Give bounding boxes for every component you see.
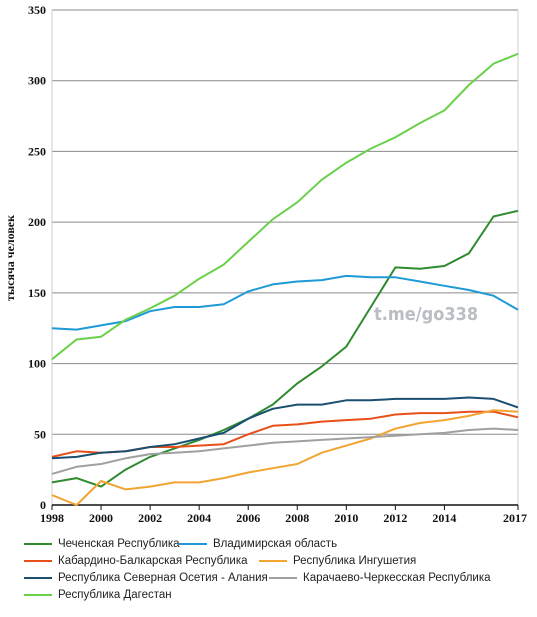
y-tick-label: 150 — [28, 286, 46, 300]
series-lines — [51, 52, 519, 506]
series-5 — [51, 427, 519, 475]
legend-swatch — [259, 560, 287, 562]
legend-swatch — [24, 560, 52, 562]
series-line — [51, 52, 519, 361]
y-tick-label: 300 — [28, 74, 46, 88]
legend-item: Республика Северная Осетия - Алания — [24, 572, 268, 584]
legend-swatch — [269, 577, 297, 579]
series-4 — [51, 396, 519, 460]
y-tick-label: 50 — [34, 427, 46, 441]
x-tick-label: 2012 — [383, 511, 407, 525]
axes — [51, 10, 519, 510]
legend-label: Республика Дагестан — [58, 589, 172, 601]
x-tick-label: 2004 — [187, 511, 211, 525]
y-tick-labels: 0 50 100 150 200 250 300 350 — [28, 3, 46, 512]
legend-swatch — [24, 594, 52, 596]
series-line — [51, 409, 519, 506]
legend-label: Карачаево-Черкесская Республика — [303, 572, 491, 584]
legend-swatch — [179, 543, 207, 545]
x-tick-label: 2008 — [285, 511, 309, 525]
legend-item: Карачаево-Черкесская Республика — [269, 572, 491, 584]
legend-item: Республика Дагестан — [24, 589, 172, 601]
legend-label: Республика Северная Осетия - Алания — [58, 572, 268, 584]
y-tick-label: 250 — [28, 144, 46, 158]
x-tick-label: 2002 — [138, 511, 162, 525]
x-tick-label: 1998 — [40, 511, 64, 525]
series-line — [51, 396, 519, 460]
series-6 — [51, 52, 519, 361]
x-tick-label: 2000 — [89, 511, 113, 525]
series-3 — [51, 409, 519, 506]
y-tick-label: 100 — [28, 357, 46, 371]
legend-swatch — [24, 577, 52, 579]
x-tick-labels: 1998 2000 2002 2004 2006 2008 2010 2012 2014 2017 — [40, 511, 527, 525]
line-chart: 0 50 100 150 200 250 300 350 1998 2000 2002 2004 20… — [3, 3, 527, 525]
x-tick-label: 2017 — [503, 511, 527, 525]
legend-item: Владимирская область — [179, 538, 337, 550]
series-line — [51, 427, 519, 475]
x-tick-label: 2010 — [334, 511, 358, 525]
x-tick-label: 2006 — [236, 511, 260, 525]
legend-label: Кабардино-Балкарская Республика — [58, 555, 248, 567]
legend-swatch — [24, 543, 52, 545]
legend-label: Владимирская область — [213, 538, 338, 550]
legend-item: Чеченская Республика — [24, 538, 180, 550]
legend-label: Республика Ингушетия — [293, 555, 417, 567]
legend-item: Республика Ингушетия — [259, 555, 416, 567]
y-tick-label: 0 — [40, 498, 46, 512]
watermark: t.me/go338 — [374, 304, 478, 325]
y-axis-title: тысяча человек — [3, 215, 17, 301]
y-tick-label: 350 — [28, 3, 46, 17]
series-0 — [51, 209, 519, 488]
series-line — [51, 209, 519, 488]
grid-lines — [52, 9, 518, 506]
legend-item: Кабардино-Балкарская Республика — [24, 555, 248, 567]
legend-label: Чеченская Республика — [58, 538, 180, 550]
x-tick-label: 2014 — [432, 511, 456, 525]
y-tick-label: 200 — [28, 215, 46, 229]
series-line — [51, 274, 519, 331]
series-1 — [51, 274, 519, 331]
